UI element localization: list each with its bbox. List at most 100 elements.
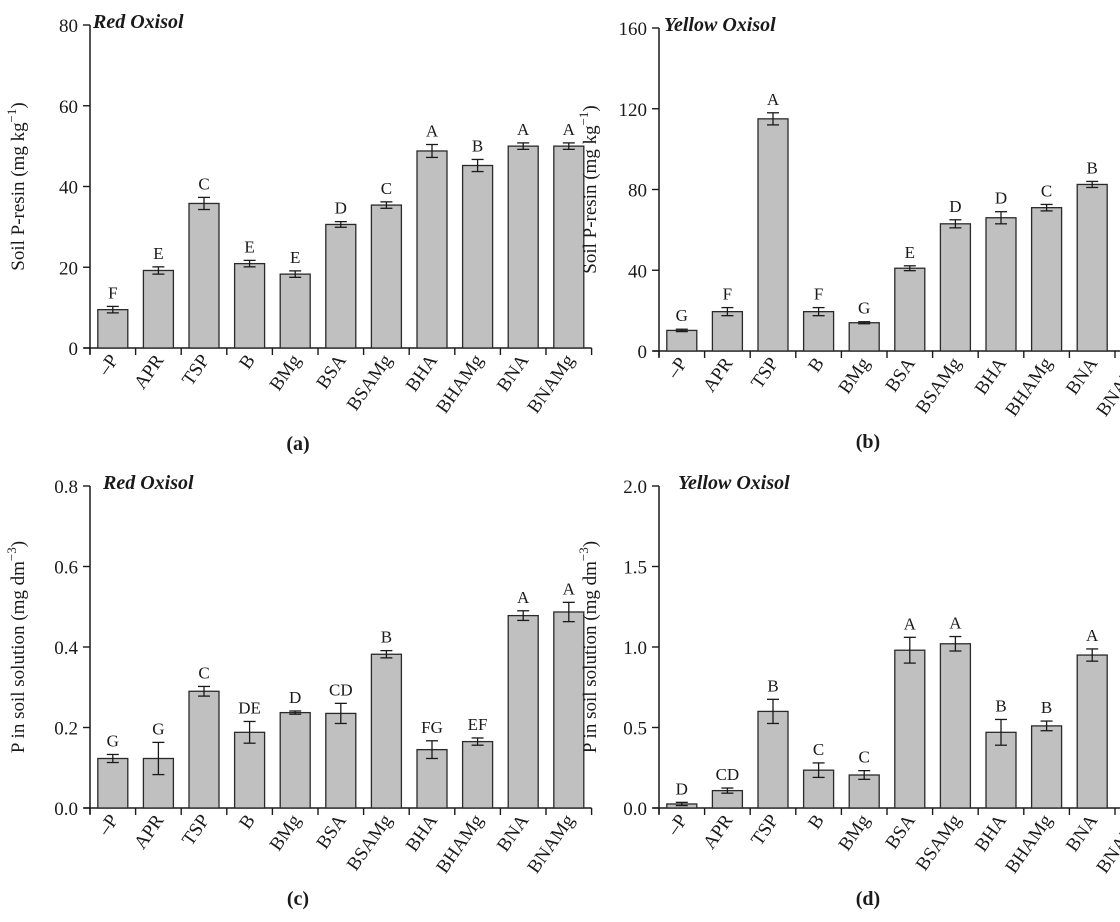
y-axis-label: Soil P-resin (mg kg−1) xyxy=(4,102,29,270)
significance-letter: A xyxy=(563,579,576,598)
y-tick-label: 0.6 xyxy=(54,558,78,579)
significance-letter: C xyxy=(1041,181,1052,200)
y-tick-label: 0.8 xyxy=(54,477,78,498)
significance-letter: F xyxy=(108,283,117,302)
significance-letter: A xyxy=(517,588,530,607)
significance-letter: E xyxy=(290,248,300,267)
y-tick-label: 0.0 xyxy=(54,799,78,820)
x-tick-label: BSA xyxy=(312,811,351,854)
panel-label: (c) xyxy=(287,888,309,910)
x-tick-label: APR xyxy=(130,351,169,394)
panel-title: Red Oxisol xyxy=(102,472,194,494)
y-tick-label: 2.0 xyxy=(623,477,647,498)
y-tick-label: 0.2 xyxy=(54,719,78,740)
x-tick-label: BSAMg xyxy=(912,810,966,874)
panel-title: Yellow Oxisol xyxy=(664,14,776,36)
x-tick-label: BMg xyxy=(835,810,875,854)
bar-BNA xyxy=(507,614,539,809)
significance-letter: C xyxy=(198,663,209,682)
y-tick-label: 40 xyxy=(59,178,78,199)
bar-BHA xyxy=(416,150,448,349)
y-tick-label: 0.4 xyxy=(54,638,78,659)
bar-TSP xyxy=(757,710,789,809)
significance-letter: A xyxy=(563,120,576,139)
significance-letter: B xyxy=(1087,158,1098,177)
x-tick-label: –P xyxy=(94,351,123,380)
significance-letter: D xyxy=(335,199,347,218)
significance-letter: FG xyxy=(421,718,443,737)
significance-letter: E xyxy=(153,244,163,263)
x-tick-label: B xyxy=(235,351,259,373)
significance-letter: C xyxy=(381,179,392,198)
y-tick-label: 120 xyxy=(619,100,648,121)
significance-letter: CD xyxy=(716,765,740,784)
y-tick-label: 60 xyxy=(59,97,78,118)
x-tick-label: BNA xyxy=(493,811,533,856)
y-tick-label: 1.0 xyxy=(623,638,647,659)
y-tick-label: 40 xyxy=(628,261,647,282)
bar-B xyxy=(233,262,266,349)
x-tick-label: APR xyxy=(699,354,738,397)
significance-letter: E xyxy=(905,243,915,262)
panel-a: Red Oxisol 0 20 40 60 80 Soil P-resin (mg kg−1… xyxy=(4,11,593,455)
bar-minus-P xyxy=(666,329,698,352)
panel-b: Yellow Oxisol 0 40 80 120 160 Soil P-resin (mg… xyxy=(576,14,1120,453)
x-tick-label: B xyxy=(804,811,828,833)
significance-letter: B xyxy=(995,696,1006,715)
bar-BHAMg xyxy=(461,164,494,349)
significance-letter: B xyxy=(381,628,392,647)
bar-TSP xyxy=(188,202,220,349)
bar-BHA xyxy=(985,217,1017,352)
x-tick-label: –P xyxy=(94,811,123,840)
bar-BNA xyxy=(1076,654,1108,809)
bar-BMg xyxy=(848,774,880,809)
significance-letter: D xyxy=(289,688,301,707)
significance-letter: G xyxy=(152,719,164,738)
x-tick-label: BNA xyxy=(493,351,533,396)
x-tick-label: BNAMg xyxy=(524,350,580,417)
significance-letter: D xyxy=(949,197,961,216)
significance-letter: F xyxy=(814,285,823,304)
significance-letter: G xyxy=(858,299,870,318)
significance-letter: G xyxy=(107,731,119,750)
significance-letter: F xyxy=(723,285,732,304)
bar-TSP xyxy=(757,118,789,352)
y-tick-label: 160 xyxy=(619,19,648,40)
y-tick-label: 0.5 xyxy=(623,719,647,740)
bar-minus-P xyxy=(97,308,129,349)
x-tick-label: BHAMg xyxy=(1001,353,1057,420)
significance-letter: A xyxy=(426,122,439,141)
significance-letter: C xyxy=(859,748,870,767)
x-tick-label: BNA xyxy=(1062,811,1102,856)
y-axis-label: P in soil solution (mg dm−3) xyxy=(4,541,29,753)
x-tick-label: BMg xyxy=(266,350,306,394)
x-tick-label: BHA xyxy=(971,811,1011,856)
x-tick-label: BSAMg xyxy=(343,810,397,874)
x-tick-label: APR xyxy=(130,811,169,854)
significance-letter: A xyxy=(904,614,917,633)
significance-letter: A xyxy=(1086,626,1099,645)
x-tick-label: BSA xyxy=(881,811,920,854)
panel-c: Red Oxisol 0.0 0.2 0.4 0.6 0.8 P in soil solut… xyxy=(4,472,593,910)
bar-APR xyxy=(142,269,175,349)
bar-minus-P xyxy=(97,757,129,809)
x-tick-label: –P xyxy=(663,811,692,840)
x-tick-label: BSA xyxy=(312,351,351,394)
bar-BSAMg xyxy=(370,204,403,349)
bar-BSAMg xyxy=(370,653,403,809)
x-tick-label: BHA xyxy=(402,811,442,856)
bar-BHAMg xyxy=(1030,725,1063,809)
bar-BHAMg xyxy=(1030,207,1063,352)
significance-letter: CD xyxy=(329,680,353,699)
significance-letter: B xyxy=(1041,698,1052,717)
bar-BMg xyxy=(848,322,880,352)
bar-BSAMg xyxy=(939,643,972,809)
x-tick-label: B xyxy=(804,354,828,376)
significance-letter: C xyxy=(813,740,824,759)
y-tick-label: 0 xyxy=(69,339,79,360)
x-tick-label: BNA xyxy=(1062,354,1102,399)
x-tick-label: TSP xyxy=(747,354,783,393)
x-tick-label: BNAMg xyxy=(524,810,580,877)
y-tick-label: 0 xyxy=(638,342,648,363)
